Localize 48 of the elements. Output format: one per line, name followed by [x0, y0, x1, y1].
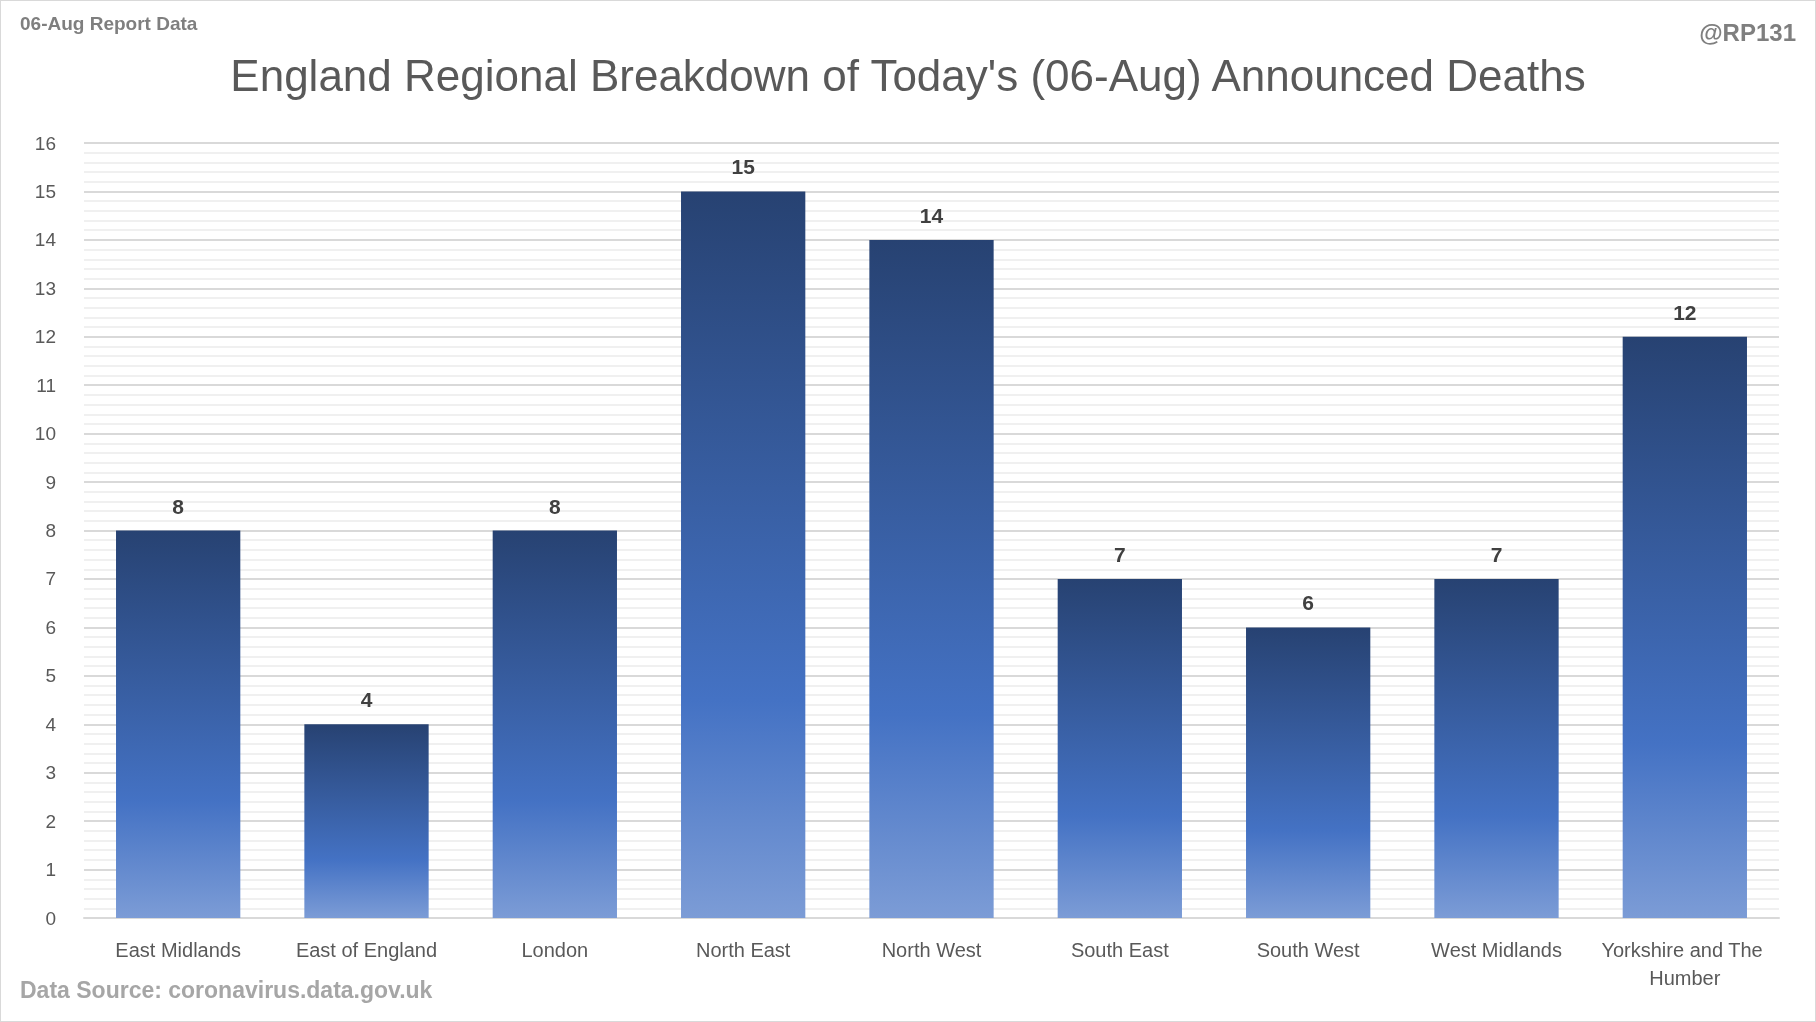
y-tick-label: 7: [45, 568, 56, 590]
text: 06-Aug Report Data: [20, 13, 198, 34]
y-tick-label: 15: [34, 180, 56, 202]
y-tick-label: 2: [45, 810, 56, 832]
y-tick-label: 8: [45, 520, 56, 541]
data-label: 6: [1302, 591, 1315, 615]
y-tick-label: 13: [34, 277, 56, 299]
data-label: 8: [172, 494, 185, 518]
y-tick-label: 12: [34, 326, 56, 348]
x-tick-label: North West: [881, 939, 982, 961]
y-tick-label: 10: [34, 423, 56, 445]
bar: [116, 530, 241, 918]
bar: [1057, 578, 1182, 918]
data-label: 7: [1490, 542, 1503, 566]
y-tick-label: 11: [36, 374, 56, 396]
bar: [1246, 627, 1371, 918]
y-tick-label: 16: [34, 132, 56, 154]
bar: [681, 191, 806, 918]
y-tick-label: 9: [45, 471, 56, 493]
y-tick-label: 3: [45, 762, 56, 784]
y-tick-label: 6: [45, 616, 56, 638]
bar: [869, 239, 994, 918]
data-label: 8: [548, 494, 561, 518]
bar: [1622, 336, 1747, 918]
x-tick-label: West Midlands: [1431, 939, 1562, 961]
bar: [492, 530, 617, 918]
x-tick-label: East of England: [295, 939, 438, 961]
x-tick-label: North East: [695, 939, 791, 961]
y-tick-label: 0: [45, 907, 56, 929]
x-tick-label: South East: [1070, 939, 1170, 961]
x-tick-label: London: [521, 939, 589, 961]
data-label: 7: [1113, 542, 1126, 566]
data-label: 14: [919, 203, 944, 227]
y-tick-label: 1: [45, 859, 56, 881]
text: @RP131: [1699, 18, 1797, 46]
data-label: 4: [360, 688, 373, 712]
y-tick-label: 14: [34, 229, 57, 251]
bar: [1434, 578, 1559, 918]
x-tick-label: East Midlands: [115, 939, 241, 961]
chart-title: England Regional Breakdown of Today's (06-Aug) Announced Deaths: [230, 50, 1586, 100]
x-tick-label: South West: [1256, 939, 1361, 961]
data-label: 15: [731, 155, 756, 179]
source-note: Data Source: coronavirus.data.gov.uk: [20, 976, 433, 1003]
data-label: 12: [1673, 300, 1697, 324]
y-tick-label: 5: [45, 665, 56, 687]
x-tick-label: Yorkshire and The Humber: [1601, 939, 1769, 989]
bar: [304, 724, 429, 918]
y-tick-label: 4: [45, 713, 57, 735]
